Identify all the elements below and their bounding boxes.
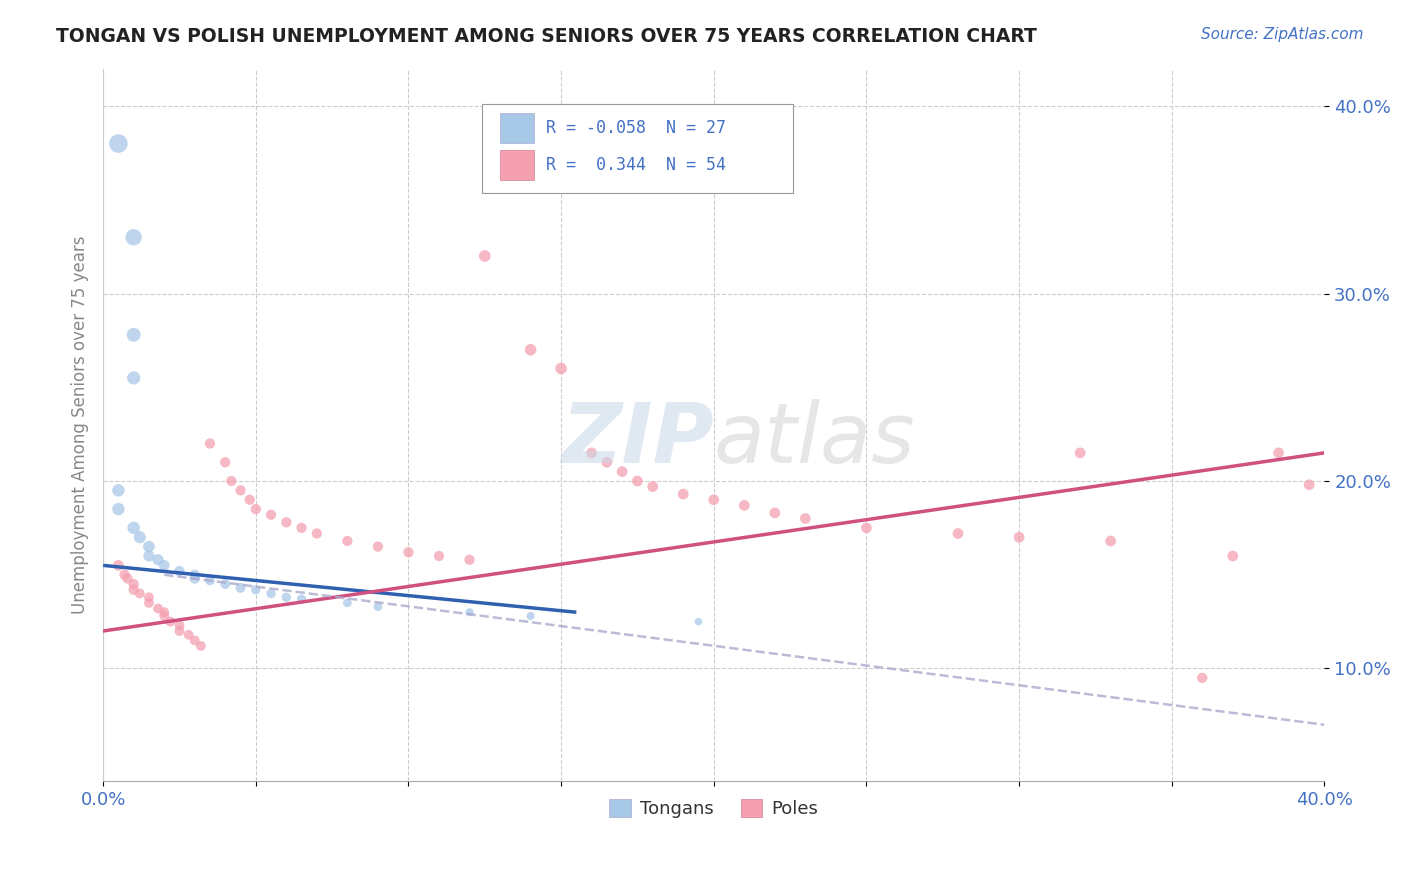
Point [427, 549, 450, 563]
Point [128, 586, 150, 600]
Point [122, 230, 145, 244]
FancyBboxPatch shape [501, 150, 534, 179]
Point [122, 577, 145, 591]
Point [612, 465, 634, 479]
Point [305, 526, 328, 541]
Point [183, 572, 205, 586]
Point [245, 582, 267, 597]
Point [122, 582, 145, 597]
Point [122, 521, 145, 535]
Point [641, 480, 664, 494]
Point [169, 624, 191, 638]
Point [229, 581, 252, 595]
Text: TONGAN VS POLISH UNEMPLOYMENT AMONG SENIORS OVER 75 YEARS CORRELATION CHART: TONGAN VS POLISH UNEMPLOYMENT AMONG SENI… [56, 27, 1038, 45]
Point [763, 506, 786, 520]
Point [117, 572, 139, 586]
Point [290, 521, 312, 535]
Point [596, 455, 619, 469]
Point [290, 592, 312, 607]
Point [276, 515, 298, 529]
Point [221, 474, 243, 488]
Point [260, 586, 283, 600]
Point [107, 483, 129, 498]
Point [153, 609, 176, 624]
Point [550, 361, 572, 376]
Point [688, 615, 710, 629]
Legend: Tongans, Poles: Tongans, Poles [602, 791, 825, 825]
Point [122, 327, 145, 342]
Point [138, 540, 160, 554]
Point [474, 249, 496, 263]
Point [245, 502, 267, 516]
Point [946, 526, 969, 541]
Point [855, 521, 877, 535]
Point [198, 436, 221, 450]
Text: atlas: atlas [714, 399, 915, 480]
Point [183, 567, 205, 582]
Point [1191, 671, 1213, 685]
Point [1222, 549, 1244, 563]
Text: Source: ZipAtlas.com: Source: ZipAtlas.com [1201, 27, 1364, 42]
Y-axis label: Unemployment Among Seniors over 75 years: Unemployment Among Seniors over 75 years [72, 235, 89, 614]
Point [122, 371, 145, 385]
Point [458, 605, 481, 619]
Point [519, 343, 541, 357]
Point [138, 596, 160, 610]
Point [367, 599, 389, 614]
Text: R =  0.344  N = 54: R = 0.344 N = 54 [547, 156, 727, 174]
Point [183, 633, 205, 648]
Point [458, 553, 481, 567]
Point [733, 499, 755, 513]
Point [626, 474, 648, 488]
Point [107, 502, 129, 516]
Point [1008, 530, 1031, 544]
Text: R = -0.058  N = 27: R = -0.058 N = 27 [547, 119, 727, 136]
Point [276, 591, 298, 605]
Point [169, 564, 191, 578]
Point [336, 596, 359, 610]
Point [138, 591, 160, 605]
Point [153, 605, 176, 619]
Point [214, 455, 236, 469]
Text: ZIP: ZIP [561, 399, 714, 480]
Point [260, 508, 283, 522]
Point [239, 492, 262, 507]
Point [198, 574, 221, 588]
Point [153, 558, 176, 573]
Point [107, 136, 129, 151]
Point [146, 601, 169, 615]
Point [398, 545, 420, 559]
Point [1069, 446, 1091, 460]
FancyBboxPatch shape [501, 112, 534, 143]
Point [107, 558, 129, 573]
Point [672, 487, 695, 501]
Point [114, 567, 136, 582]
Point [519, 609, 541, 624]
Point [169, 618, 191, 632]
Point [1267, 446, 1289, 460]
Point [214, 577, 236, 591]
Point [1298, 477, 1320, 491]
Point [229, 483, 252, 498]
Point [794, 511, 817, 525]
Point [146, 553, 169, 567]
Point [138, 549, 160, 563]
Point [1099, 534, 1122, 549]
Point [177, 628, 200, 642]
Point [336, 534, 359, 549]
Point [190, 639, 212, 653]
Point [367, 540, 389, 554]
Point [703, 492, 725, 507]
Point [159, 615, 181, 629]
Point [128, 530, 150, 544]
Point [581, 446, 603, 460]
FancyBboxPatch shape [482, 104, 793, 194]
